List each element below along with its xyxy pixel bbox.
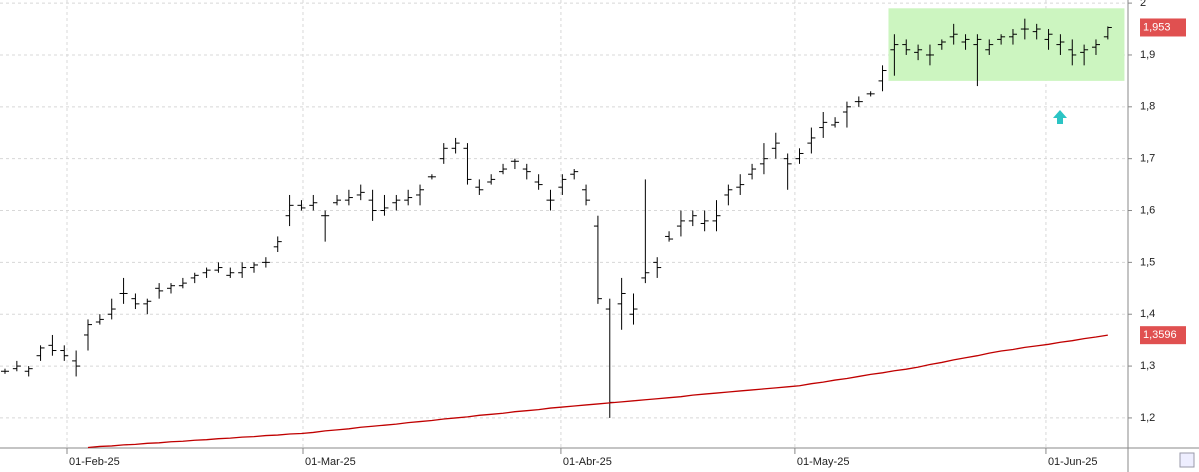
up-arrow-icon [1053, 110, 1067, 124]
y-tick-label: 1,9 [1140, 49, 1155, 61]
y-tick-label: 1,4 [1140, 308, 1155, 320]
x-tick-label: 01-Mar-25 [305, 456, 356, 468]
x-tick-label: 01-May-25 [797, 456, 850, 468]
x-tick-label: 01-Abr-25 [563, 456, 612, 468]
grid [0, 0, 1128, 448]
y-tick-label: 1,2 [1140, 412, 1155, 424]
last-value-label: 1,953 [1143, 21, 1171, 33]
x-tick-label: 01-Feb-25 [69, 456, 120, 468]
x-tick-label: 01-Jun-25 [1048, 456, 1098, 468]
y-tick-label: 1,5 [1140, 256, 1155, 268]
last-value-tag [1140, 18, 1186, 37]
settings-icon[interactable] [1179, 452, 1195, 468]
moving-average-line [87, 334, 1108, 449]
y-tick-label: 1,7 [1140, 153, 1155, 165]
last-value-tag [1140, 326, 1186, 345]
highlight-box [888, 8, 1125, 81]
y-tick-label: 1,3 [1140, 360, 1155, 372]
last-value-label: 1,3596 [1143, 329, 1177, 341]
y-tick-label: 1,8 [1140, 101, 1155, 113]
y-tick-label: 1,6 [1140, 204, 1155, 216]
y-tick-label: 2 [1140, 0, 1146, 9]
